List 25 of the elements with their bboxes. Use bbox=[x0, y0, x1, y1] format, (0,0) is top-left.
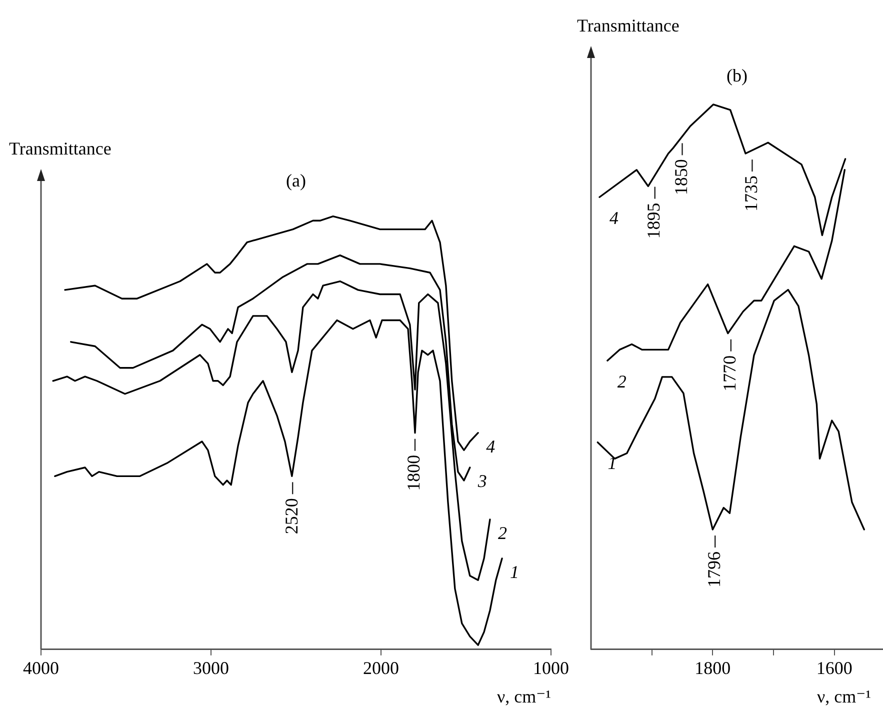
annotation: 1796 bbox=[704, 552, 724, 588]
annotation: 2520 bbox=[281, 498, 302, 534]
series-label: 4 bbox=[610, 208, 619, 228]
annotation: 1850 bbox=[670, 159, 691, 196]
series-label: 1 bbox=[510, 562, 520, 582]
y-axis-title: Transmittance bbox=[577, 16, 680, 36]
series-label: 2 bbox=[617, 371, 626, 392]
x-tick-label: 4000 bbox=[23, 658, 59, 678]
annotation: 1770 bbox=[720, 355, 740, 392]
x-tick-label: 1600 bbox=[816, 658, 852, 678]
annotation: 1800 bbox=[404, 454, 424, 491]
annotation: 1735 bbox=[740, 176, 761, 212]
x-tick-label: 3000 bbox=[193, 658, 229, 678]
series-label: 2 bbox=[498, 523, 507, 544]
x-axis-title: ν, cm⁻¹ bbox=[816, 686, 871, 707]
x-tick-label: 1000 bbox=[533, 658, 569, 678]
chart-title: (b) bbox=[726, 66, 748, 86]
series-label: 3 bbox=[476, 471, 487, 492]
annotation: 1895 bbox=[644, 202, 664, 239]
x-axis-title: ν, cm⁻¹ bbox=[496, 686, 551, 707]
y-axis-title: Transmittance bbox=[9, 138, 112, 159]
x-tick-label: 2000 bbox=[363, 658, 399, 678]
x-tick-label: 1800 bbox=[694, 658, 731, 678]
series-label: 4 bbox=[486, 436, 496, 457]
chart-title: (a) bbox=[286, 170, 306, 191]
